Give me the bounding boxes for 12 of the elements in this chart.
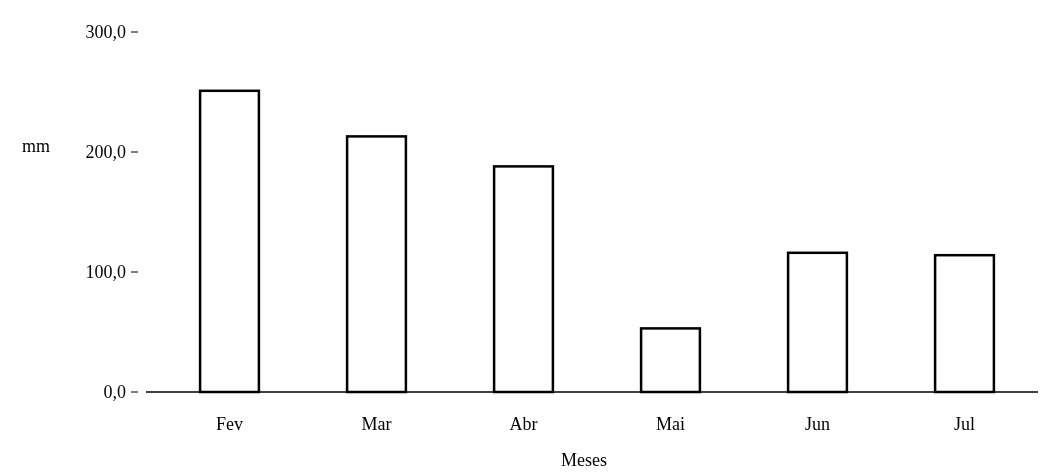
x-tick-label: Fev (216, 414, 243, 434)
x-tick-label: Abr (509, 414, 538, 434)
x-tick-label: Jun (804, 414, 831, 434)
x-axis-title: Meses (561, 450, 607, 470)
y-axis-title: mm (21, 136, 51, 156)
x-tick-label: Mai (656, 414, 685, 434)
y-tick-label: 0,0 (103, 382, 126, 403)
x-tick-label: Jul (953, 414, 976, 434)
y-tick-label: 200,0 (85, 142, 126, 163)
x-tick-label: Mar (361, 414, 392, 434)
y-tick-label: 300,0 (85, 22, 126, 43)
y-tick-label: 100,0 (85, 262, 126, 283)
